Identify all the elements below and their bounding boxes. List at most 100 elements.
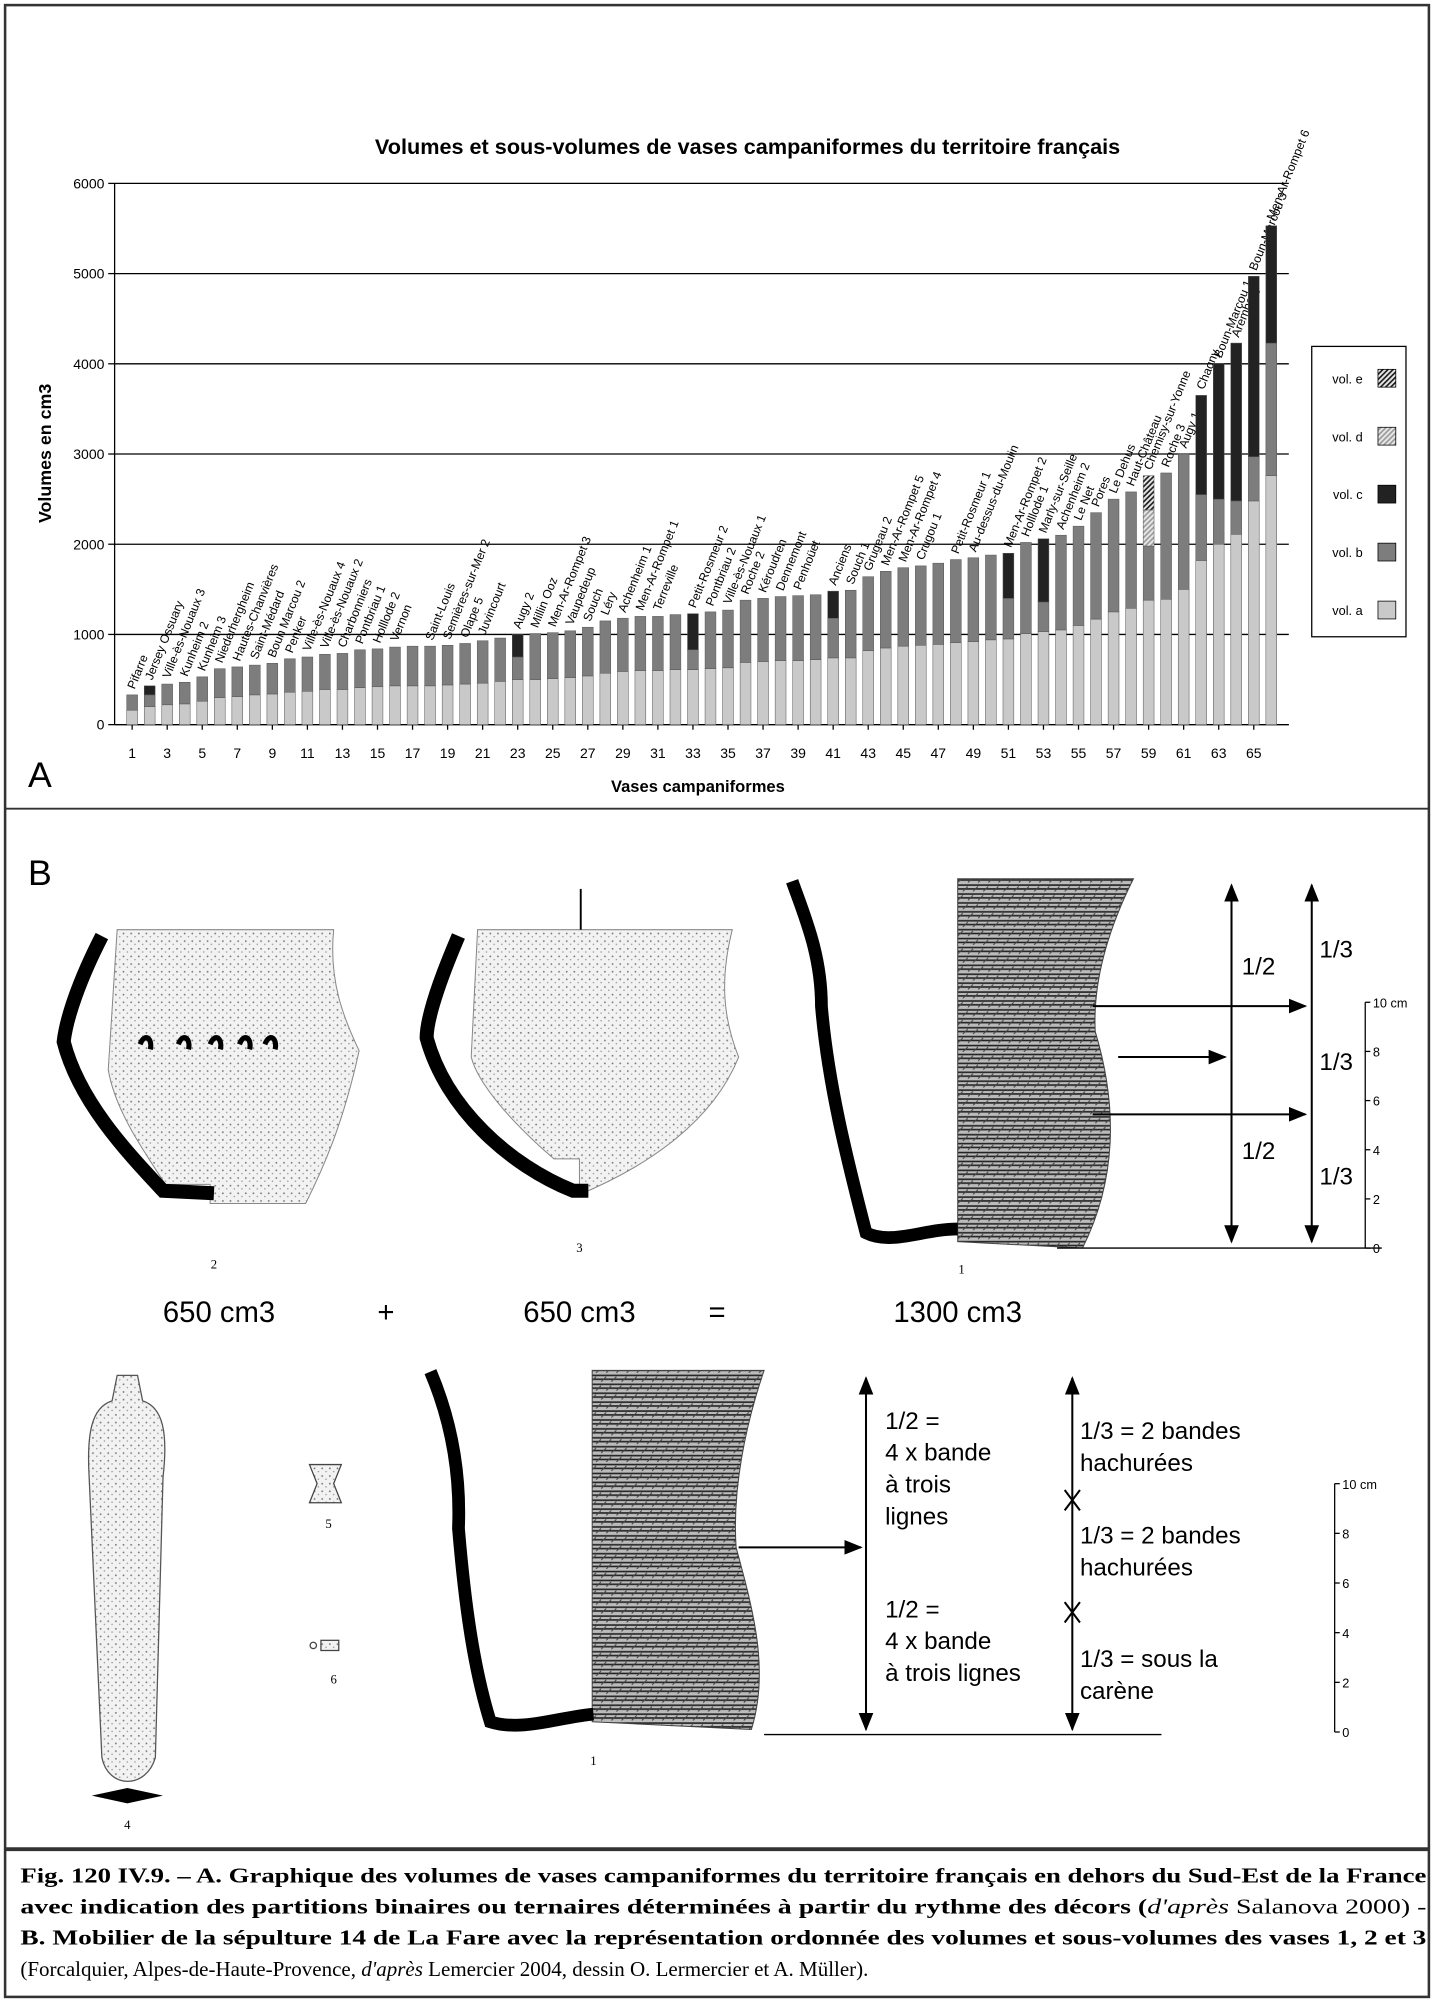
bar-segment: [915, 645, 927, 725]
y-tick-label: 1000: [73, 627, 104, 643]
legend-label: vol. e: [1332, 371, 1362, 386]
bar-segment: [722, 609, 734, 669]
figure-number: 4: [124, 1818, 131, 1832]
bar-segment: [844, 589, 857, 659]
bar-segment: [231, 696, 243, 725]
x-tick-label: 5: [198, 745, 206, 761]
bar-segment: [1055, 534, 1067, 631]
bar-segment: [897, 567, 909, 647]
bar-segment: [1265, 475, 1277, 725]
bar-segment: [1213, 543, 1225, 725]
caption-run: B. Mobilier de la sépulture 14 de La Far…: [20, 1926, 1426, 1950]
annotation: hachurées: [1080, 1450, 1193, 1477]
x-tick-label: 65: [1246, 745, 1262, 761]
bar-segment: [739, 662, 752, 725]
bar-segment: [1142, 475, 1155, 511]
x-tick-label: 39: [790, 745, 806, 761]
bar-segment: [862, 650, 874, 725]
bar-segment: [126, 694, 138, 711]
volume-equation: +: [377, 1296, 394, 1329]
bar-segment: [1195, 395, 1207, 495]
scale-label: 2: [1373, 1192, 1380, 1207]
bar-segment: [1213, 498, 1225, 545]
bar-segment: [1177, 453, 1190, 590]
bar-segment: [669, 669, 682, 725]
x-tick-label: 33: [685, 745, 701, 761]
bar-segment: [406, 685, 419, 725]
figure-number: 1: [958, 1263, 964, 1277]
x-tick-label: 51: [1001, 745, 1017, 761]
bar-segment: [599, 620, 612, 674]
bar-segment: [1160, 472, 1172, 600]
scale-label: 2: [1342, 1675, 1349, 1690]
bar-segment: [336, 689, 349, 725]
bar-segment: [371, 686, 384, 725]
bar-segment: [143, 694, 156, 707]
bar-segment: [214, 668, 226, 698]
bar-segment: [266, 663, 279, 695]
bar-segment: [424, 645, 436, 687]
scale-label: 8: [1342, 1526, 1349, 1541]
bar-segment: [1037, 538, 1050, 603]
bar-segment: [1002, 638, 1015, 725]
scale-label: 10 cm: [1373, 995, 1408, 1010]
bar-segment: [1195, 494, 1207, 561]
legend-label: vol. a: [1332, 603, 1363, 618]
x-tick-label: 53: [1036, 745, 1052, 761]
bar-segment: [284, 658, 296, 693]
legend-label: vol. d: [1332, 429, 1362, 444]
x-tick-label: 31: [650, 745, 666, 761]
proportion-label: 1/2: [1242, 1138, 1276, 1165]
x-tick-label: 45: [895, 745, 911, 761]
bar-segment: [599, 672, 612, 725]
legend-swatch: [1377, 542, 1397, 562]
scale-label: 0: [1342, 1725, 1349, 1740]
x-tick-label: 49: [966, 745, 982, 761]
bar-segment: [371, 648, 384, 688]
bar-segment: [1177, 589, 1190, 725]
chart-title: Volumes et sous-volumes de vases campani…: [375, 134, 1120, 159]
scale-label: 4: [1342, 1626, 1349, 1641]
bar-segment: [792, 595, 804, 661]
bar-segment: [424, 685, 436, 725]
bar-segment: [844, 657, 857, 725]
bar-segment: [249, 664, 261, 696]
proportion-label: 1/2: [1242, 953, 1276, 980]
x-tick-label: 11: [300, 745, 315, 761]
bar-segment: [757, 661, 769, 725]
x-tick-label: 37: [755, 745, 771, 761]
bar-segment: [1055, 629, 1067, 725]
caption-run: (Forcalquier, Alpes-de-Haute-Provence,: [20, 1957, 361, 1981]
bar-segment: [179, 681, 191, 705]
bar-segment: [809, 594, 822, 660]
annotation: 4 x bande: [885, 1440, 991, 1467]
scale-label: 6: [1373, 1094, 1380, 1109]
bar-segment: [915, 565, 927, 646]
bar-segment: [582, 626, 594, 677]
bar-segment: [617, 671, 629, 725]
y-tick-label: 3000: [73, 446, 104, 462]
y-tick-label: 6000: [73, 175, 104, 191]
bar-segment: [126, 709, 138, 725]
bar-segment: [967, 557, 980, 642]
bar-segment: [950, 559, 962, 643]
bar-segment: [1142, 509, 1155, 547]
x-tick-label: 19: [440, 745, 456, 761]
bar-segment: [459, 643, 471, 685]
bar-segment: [1195, 560, 1207, 725]
annotation: 1/3 = 2 bandes: [1080, 1418, 1241, 1445]
bar-segment: [634, 670, 647, 725]
bar-segment: [1125, 608, 1137, 725]
bar-segment: [1160, 598, 1172, 725]
x-tick-label: 27: [580, 745, 596, 761]
bar-segment: [143, 685, 156, 696]
bar-segment: [1002, 598, 1015, 640]
y-axis-label: Volumes en cm3: [35, 384, 55, 523]
bar-segment: [1230, 500, 1242, 535]
legend-swatch: [1377, 484, 1397, 504]
figure-number: 1: [590, 1754, 596, 1768]
x-tick-label: 23: [510, 745, 526, 761]
x-tick-label: 57: [1106, 745, 1122, 761]
proportion-label: 1/3: [1319, 937, 1353, 964]
bar-segment: [1125, 491, 1137, 609]
